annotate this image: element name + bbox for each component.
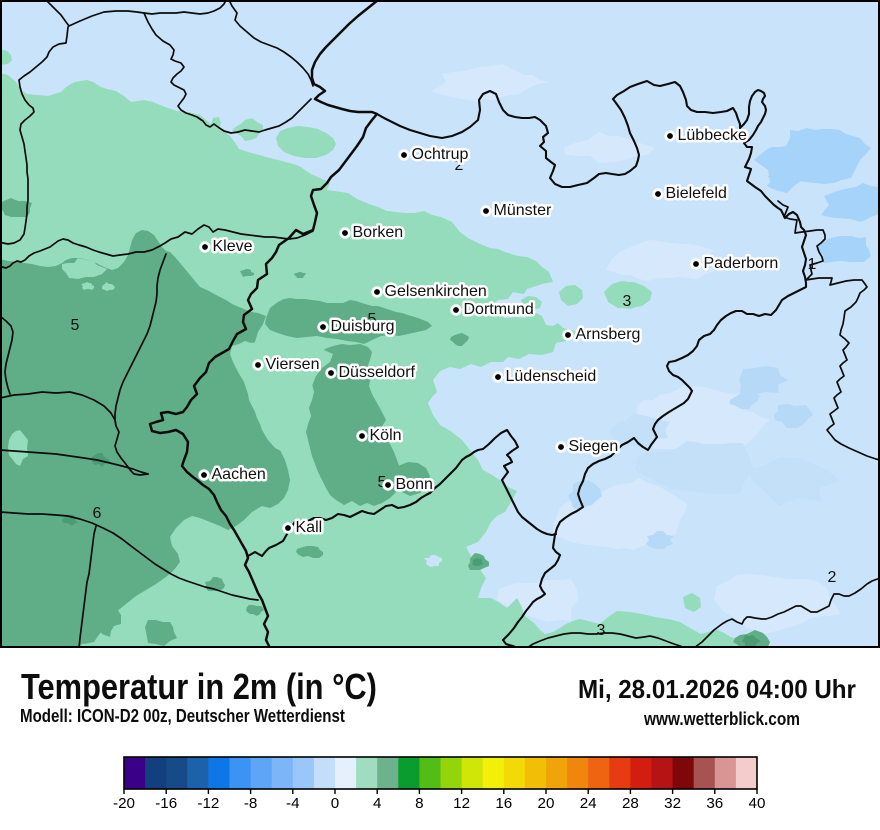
svg-text:Kall: Kall [296,519,323,536]
svg-text:5: 5 [368,311,377,328]
svg-text:Borken: Borken [353,224,404,241]
svg-text:Duisburg: Duisburg [331,318,395,335]
svg-text:2: 2 [455,157,464,174]
svg-text:-12: -12 [197,795,219,812]
svg-text:Bonn: Bonn [396,476,433,493]
svg-text:Kleve: Kleve [213,238,253,255]
svg-text:5: 5 [71,317,80,334]
svg-text:Köln: Köln [370,427,402,444]
svg-text:3: 3 [623,293,632,310]
svg-text:Bielefeld: Bielefeld [666,185,727,202]
svg-text:-16: -16 [155,795,177,812]
svg-text:Lübbecke: Lübbecke [678,127,747,144]
svg-text:4: 4 [373,795,381,812]
svg-text:1: 1 [808,256,817,273]
svg-text:8: 8 [415,795,423,812]
svg-text:24: 24 [580,795,597,812]
svg-text:16: 16 [495,795,512,812]
svg-text:20: 20 [538,795,555,812]
svg-text:Viersen: Viersen [266,356,320,373]
svg-text:40: 40 [749,795,766,812]
svg-text:Gelsenkirchen: Gelsenkirchen [385,283,487,300]
svg-text:28: 28 [622,795,639,812]
svg-text:3: 3 [597,622,606,639]
svg-text:32: 32 [664,795,681,812]
svg-text:6: 6 [93,505,102,522]
svg-text:Dortmund: Dortmund [464,301,534,318]
svg-text:Arnsberg: Arnsberg [576,326,641,343]
svg-text:36: 36 [706,795,723,812]
svg-text:Ochtrup: Ochtrup [412,146,469,163]
svg-text:Aachen: Aachen [212,466,266,483]
svg-text:Paderborn: Paderborn [704,255,779,272]
svg-text:Münster: Münster [494,202,552,219]
svg-text:-4: -4 [286,795,300,812]
svg-text:5: 5 [378,474,387,491]
svg-text:2: 2 [828,569,837,586]
svg-text:-8: -8 [244,795,258,812]
svg-text:12: 12 [453,795,470,812]
svg-text:Lüdenscheid: Lüdenscheid [506,368,597,385]
svg-text:0: 0 [331,795,339,812]
svg-text:Siegen: Siegen [569,438,619,455]
svg-text:Düsseldorf: Düsseldorf [339,364,416,381]
svg-text:-20: -20 [113,795,135,812]
